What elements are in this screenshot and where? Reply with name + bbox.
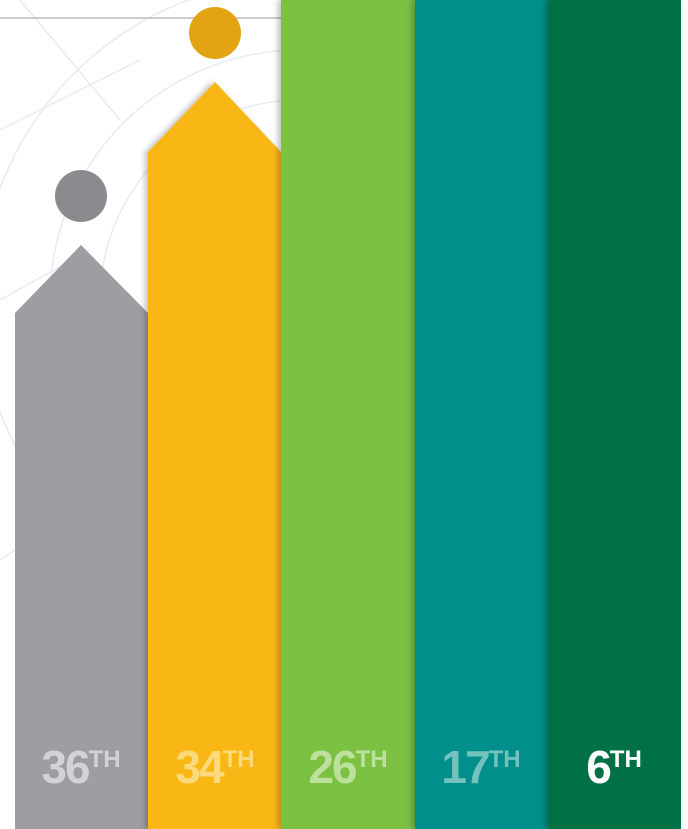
rank-number: 34 [175,741,225,793]
yellow-arrow-bar [148,82,281,829]
rank-label: 34TH [175,741,254,793]
rank-number: 26 [308,741,356,793]
rank-label: 17TH [441,741,520,793]
rank-number: 17 [441,741,489,793]
rank-suffix: TH [223,746,255,773]
yellow-dot [189,7,241,59]
gray-arrow-bar [15,245,148,829]
rank-label: 6TH [586,741,642,793]
dark-green-bar [548,0,681,829]
green-bar [281,0,415,829]
teal-bar [415,0,548,829]
rank-label: 36TH [41,741,120,793]
rank-suffix: TH [356,746,388,773]
gray-dot [55,170,107,222]
rank-suffix: TH [89,746,121,773]
rank-label: 26TH [308,741,387,793]
rank-number: 36 [41,741,89,793]
rank-suffix: TH [489,746,521,773]
rank-number: 6 [586,741,610,793]
rank-suffix: TH [610,746,642,773]
